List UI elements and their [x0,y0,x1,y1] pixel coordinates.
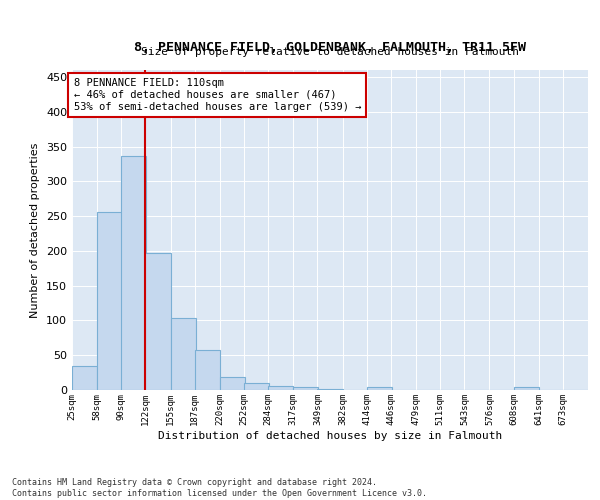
Bar [293,386,318,390]
Bar [72,366,97,390]
Bar [220,377,245,390]
Bar [121,156,146,390]
X-axis label: Distribution of detached houses by size in Falmouth: Distribution of detached houses by size … [158,430,502,440]
Bar [97,212,122,390]
Bar [514,387,539,390]
Bar [244,383,269,390]
Y-axis label: Number of detached properties: Number of detached properties [31,142,40,318]
Title: 8, PENNANCE FIELD, GOLDENBANK, FALMOUTH, TR11 5FW: 8, PENNANCE FIELD, GOLDENBANK, FALMOUTH,… [134,40,526,54]
Bar [145,253,170,390]
Text: Size of property relative to detached houses in Falmouth: Size of property relative to detached ho… [141,47,519,57]
Bar [195,350,220,390]
Bar [317,388,343,390]
Text: 8 PENNANCE FIELD: 110sqm
← 46% of detached houses are smaller (467)
53% of semi-: 8 PENNANCE FIELD: 110sqm ← 46% of detach… [74,78,361,112]
Bar [268,386,293,390]
Bar [170,318,196,390]
Bar [367,386,392,390]
Text: Contains HM Land Registry data © Crown copyright and database right 2024.
Contai: Contains HM Land Registry data © Crown c… [12,478,427,498]
